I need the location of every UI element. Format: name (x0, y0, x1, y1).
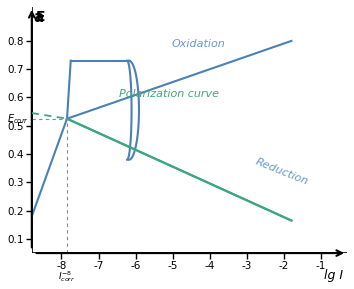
Text: Oxidation: Oxidation (172, 38, 225, 49)
Text: a: a (34, 10, 44, 25)
Text: Reduction: Reduction (254, 157, 310, 187)
Text: $\mathit{E}_{corr}$: $\mathit{E}_{corr}$ (7, 112, 29, 126)
Text: E: E (36, 10, 46, 24)
Text: $\mathit{I}^{-8}_{corr}$: $\mathit{I}^{-8}_{corr}$ (58, 269, 76, 284)
Text: lg I: lg I (324, 269, 343, 282)
Text: Polarization curve: Polarization curve (119, 90, 219, 99)
